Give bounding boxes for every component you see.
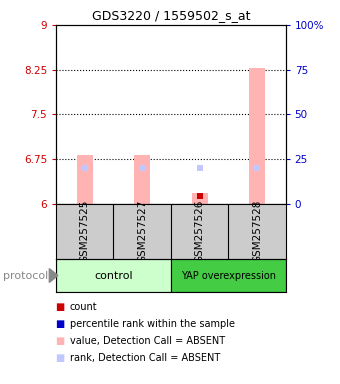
- Text: ■: ■: [55, 319, 64, 329]
- Point: [254, 165, 260, 171]
- Bar: [191, 193, 207, 204]
- Point: [197, 165, 202, 171]
- Point: [82, 165, 87, 171]
- Bar: [134, 155, 150, 204]
- Bar: [171, 259, 286, 292]
- Text: GSM257528: GSM257528: [252, 200, 262, 263]
- Text: count: count: [70, 302, 97, 312]
- Text: ■: ■: [55, 353, 64, 363]
- Text: percentile rank within the sample: percentile rank within the sample: [70, 319, 235, 329]
- Text: ■: ■: [55, 302, 64, 312]
- Point: [139, 165, 145, 171]
- Text: control: control: [94, 270, 133, 281]
- Polygon shape: [49, 269, 58, 283]
- Text: GSM257527: GSM257527: [137, 200, 147, 263]
- Text: value, Detection Call = ABSENT: value, Detection Call = ABSENT: [70, 336, 225, 346]
- Text: ■: ■: [55, 336, 64, 346]
- Text: GSM257525: GSM257525: [80, 200, 90, 263]
- Bar: [56, 259, 171, 292]
- Title: GDS3220 / 1559502_s_at: GDS3220 / 1559502_s_at: [91, 9, 250, 22]
- Text: GSM257526: GSM257526: [194, 200, 205, 263]
- Text: rank, Detection Call = ABSENT: rank, Detection Call = ABSENT: [70, 353, 220, 363]
- Text: protocol: protocol: [3, 270, 49, 281]
- Bar: [249, 68, 265, 204]
- Text: YAP overexpression: YAP overexpression: [181, 270, 276, 281]
- Bar: [77, 155, 93, 204]
- Point: [197, 193, 202, 199]
